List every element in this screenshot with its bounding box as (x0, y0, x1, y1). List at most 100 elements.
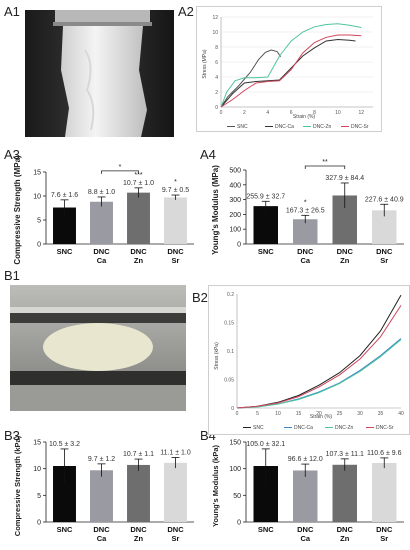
series-line-dnc-zn (220, 23, 362, 108)
bar-0 (253, 206, 278, 244)
y-tick-label: 0.05 (224, 377, 234, 383)
x-tick-label: 10 (275, 411, 281, 417)
x-tick-label: DNC (167, 525, 184, 534)
y-tick-label: 8 (215, 45, 218, 51)
x-tick-label: Zn (134, 534, 144, 543)
y-axis-label: Young's Modulus (MPa) (211, 165, 220, 255)
panel-label-a2: A2 (178, 4, 194, 19)
x-tick-label: 10 (335, 110, 341, 116)
x-axis-label: Strain (%) (293, 114, 316, 120)
compressive-strength-chart-a3: Compressive Strength (MPa) 0 5 10 15 7.6 ± 1… (13, 155, 194, 265)
bar-1 (293, 219, 318, 244)
y-tick-label: 500 (229, 168, 241, 175)
significance-star: ** (322, 159, 328, 166)
x-tick-label: 15 (296, 411, 302, 417)
bar-3 (372, 463, 397, 522)
x-tick-label: 0 (236, 411, 239, 417)
x-tick-label: Ca (300, 256, 310, 265)
bar-3 (164, 462, 187, 522)
stress-strain-chart-b2: Stress (kPa) Strain (%) 0 0.05 0.1 0.15 0.2 0… (208, 285, 410, 435)
series-line-dnc-zn (236, 339, 402, 409)
x-tick-label: 35 (378, 411, 384, 417)
x-tick-label: SNC (258, 247, 274, 256)
y-tick-label: 100 (229, 466, 241, 473)
value-label: 10.5 ± 3.2 (49, 441, 80, 448)
significance-star: * (174, 179, 177, 186)
y-tick-label: 0 (37, 242, 41, 249)
significance-star: * (304, 199, 307, 206)
series-line-dnc-ca (220, 38, 356, 108)
y-tick-label: 300 (229, 197, 241, 204)
legend-label: DNC-Sr (376, 425, 394, 431)
y-tick-label: 6 (215, 60, 218, 66)
series-line-dnc-ca (236, 338, 402, 409)
y-tick-label: 200 (229, 212, 241, 219)
x-tick-label: 40 (398, 411, 404, 417)
x-tick-label: 12 (359, 110, 365, 116)
x-tick-label: Zn (340, 256, 350, 265)
value-label: 227.6 ± 40.9 (365, 196, 404, 203)
x-tick-label: DNC (130, 247, 147, 256)
value-label: 107.3 ± 11.1 (326, 451, 364, 458)
x-tick-label: DNC (376, 247, 393, 256)
y-tick-label: 4 (215, 75, 218, 81)
x-tick-label: DNC (93, 525, 110, 534)
x-tick-label: SNC (57, 525, 73, 534)
x-tick-label: Sr (172, 534, 180, 543)
bar-3 (164, 197, 187, 244)
x-tick-label: DNC (130, 525, 147, 534)
x-tick-label: DNC (93, 247, 110, 256)
panel-label-a1: A1 (4, 4, 20, 19)
x-tick-label: DNC (337, 247, 354, 256)
x-tick-label: 5 (256, 411, 259, 417)
legend-label: DNC-Ca (275, 124, 294, 130)
significance-star: * (119, 164, 122, 171)
sample-photo-b1 (10, 285, 186, 411)
value-label: 8.8 ± 1.0 (88, 189, 115, 196)
y-tick-label: 5 (37, 218, 41, 225)
x-tick-label: SNC (57, 247, 73, 256)
value-label: 105.0 ± 32.1 (246, 441, 285, 448)
y-tick-label: 12 (212, 15, 218, 21)
x-tick-label: 8 (313, 110, 316, 116)
y-tick-label: 400 (229, 182, 241, 189)
y-tick-label: 15 (33, 440, 41, 447)
y-tick-label: 10 (33, 194, 41, 201)
bar-1 (90, 470, 113, 522)
x-tick-label: Sr (380, 534, 388, 543)
legend-label: DNC-Sr (351, 124, 369, 130)
panel-label-b1: B1 (4, 268, 20, 283)
stress-strain-chart-a2: Stress (MPa) Strain (%) 0 2 4 6 8 10 12 0 2 4 6 8 10… (196, 6, 382, 132)
x-tick-label: 6 (290, 110, 293, 116)
significance-bracket (304, 165, 346, 169)
value-label: 110.6 ± 9.6 (367, 450, 402, 457)
x-tick-label: 20 (316, 411, 322, 417)
x-tick-label: Ca (97, 534, 107, 543)
legend-label: DNC-Ca (294, 425, 313, 431)
x-tick-label: DNC (297, 247, 314, 256)
value-label: 7.6 ± 1.6 (51, 192, 78, 199)
x-tick-label: Zn (340, 534, 350, 543)
y-axis-label: Stress (MPa) (202, 49, 208, 79)
y-axis-label: Stress (kPa) (214, 342, 220, 370)
value-label: 96.6 ± 12.0 (288, 456, 323, 463)
series-line-snc (236, 294, 402, 409)
y-tick-label: 0 (237, 242, 241, 249)
x-tick-label: 25 (337, 411, 343, 417)
value-label: 167.3 ± 26.5 (286, 207, 325, 214)
youngs-modulus-chart-a4: Young's Modulus (MPa) 0 100 200 300 400 500 25… (211, 159, 404, 265)
legend-label: SNC (253, 425, 264, 431)
x-tick-label: Zn (134, 256, 144, 265)
youngs-modulus-chart-b4: Young's Modulus (kPa) 0 50 100 150 105.0 ± 3… (211, 440, 404, 543)
y-axis-label: Compressive Strength (MPa) (13, 155, 22, 265)
bar-0 (53, 207, 76, 244)
y-tick-label: 100 (229, 227, 241, 234)
x-tick-label: SNC (258, 525, 274, 534)
x-tick-label: DNC (167, 247, 184, 256)
panel-label-b2: B2 (192, 290, 208, 305)
legend-label: DNC-Zn (313, 124, 332, 130)
x-tick-label: 30 (357, 411, 363, 417)
y-tick-label: 0.1 (227, 349, 234, 355)
x-tick-label: Ca (300, 534, 310, 543)
y-axis-label: Compressive Strength (kPa) (13, 435, 22, 536)
